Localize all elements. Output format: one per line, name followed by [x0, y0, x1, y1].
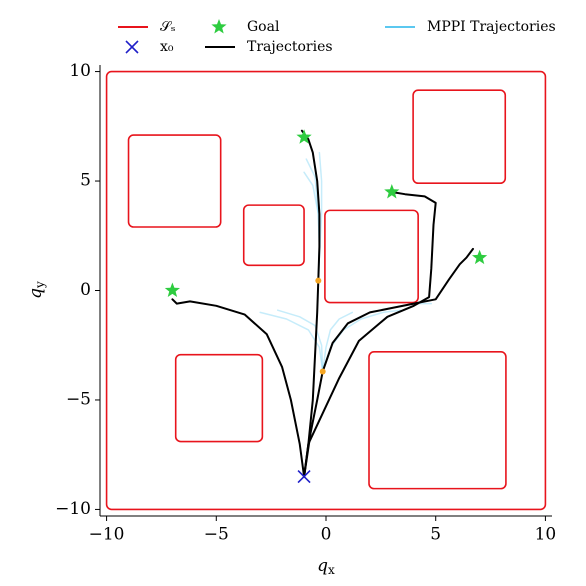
x-axis-label: qx — [317, 556, 335, 577]
legend-marker — [211, 19, 227, 34]
legend-label: Goal — [247, 19, 280, 35]
goal-marker — [472, 249, 488, 265]
waypoint — [319, 368, 326, 375]
y-tick-label: 5 — [80, 171, 91, 191]
y-tick-label: 10 — [69, 61, 91, 81]
legend-marker — [125, 40, 139, 54]
goal-marker — [384, 184, 400, 199]
legend-label: Trajectories — [247, 39, 333, 55]
safe-set-box — [127, 134, 222, 228]
goal-marker — [164, 282, 180, 297]
trajectory — [300, 129, 321, 478]
x-tick-label: 10 — [535, 525, 557, 545]
y-axis-label-main: q — [26, 288, 46, 299]
y-tick-label: −10 — [55, 499, 91, 519]
x-tick-label: −10 — [89, 525, 125, 545]
y-axis-label-sub: y — [33, 281, 47, 289]
safe-set-box — [324, 209, 419, 304]
goal-marker — [296, 129, 312, 144]
trajectory — [259, 311, 324, 373]
legend-label: 𝒮ₛ — [160, 19, 176, 35]
legend-label: MPPI Trajectories — [427, 19, 556, 35]
waypoint — [315, 277, 322, 284]
safe-set-box — [412, 89, 507, 185]
x-tick-label: 0 — [321, 525, 332, 545]
safe-set-box — [105, 70, 547, 511]
y-tick-label: −5 — [66, 389, 91, 409]
legend-label: x₀ — [160, 39, 174, 55]
y-axis-label: qy — [26, 281, 47, 299]
safe-set-box — [368, 351, 507, 490]
y-tick-label: 0 — [80, 280, 91, 300]
trajectory — [171, 298, 306, 478]
x-axis-label-sub: x — [328, 563, 335, 577]
x-tick-label: 5 — [430, 525, 441, 545]
x-axis-label-main: q — [317, 556, 328, 576]
trajectory — [276, 309, 324, 373]
trajectory — [303, 191, 437, 478]
trajectory — [321, 311, 354, 373]
start-marker — [297, 470, 311, 484]
safe-set-box — [174, 353, 264, 443]
safe-set-box — [242, 204, 305, 267]
x-tick-label: −5 — [204, 525, 229, 545]
trajectory — [303, 247, 474, 478]
